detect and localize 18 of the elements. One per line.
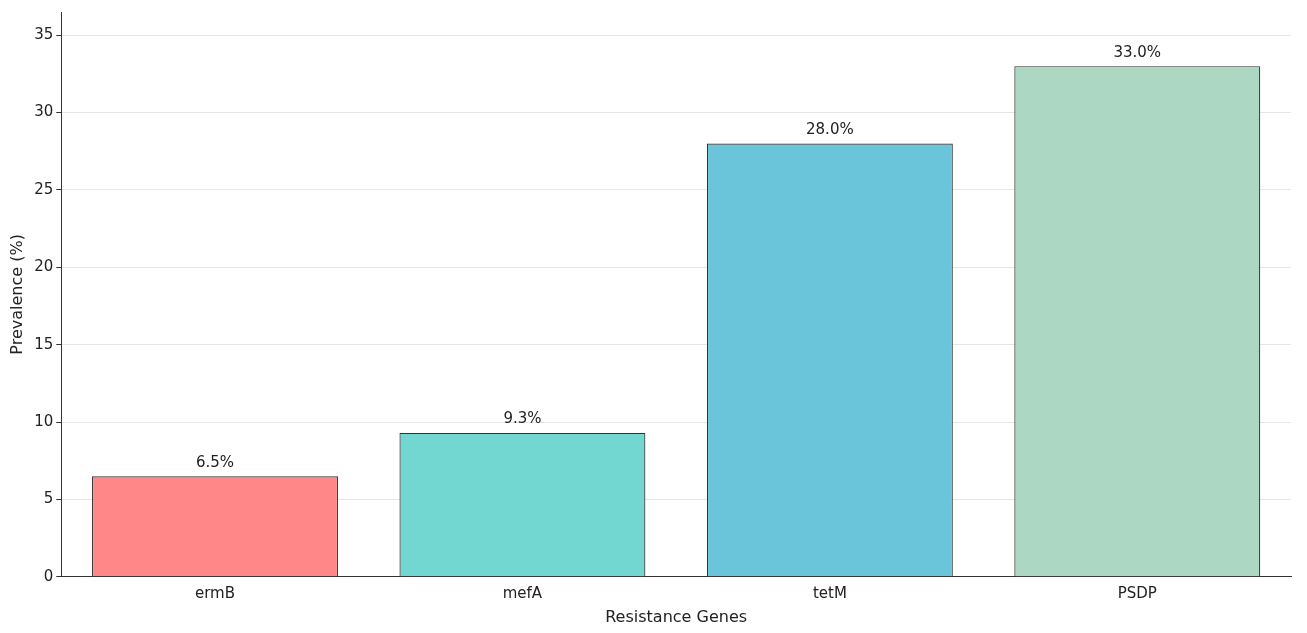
x-axis-title: Resistance Genes xyxy=(605,606,748,626)
y-tick-label: 25 xyxy=(34,179,54,198)
data-label: 33.0% xyxy=(1113,42,1162,61)
y-tick-label: 35 xyxy=(34,25,54,44)
y-axis-title: Prevalence (%) xyxy=(6,234,26,355)
y-tick-label: 15 xyxy=(34,334,54,353)
x-tick-label: PSDP xyxy=(1117,583,1157,602)
y-tick-label: 0 xyxy=(43,566,54,585)
x-tick-label: tetM xyxy=(812,583,847,602)
y-tick-label: 20 xyxy=(34,257,54,276)
y-tick-label: 5 xyxy=(43,489,54,508)
data-label: 6.5% xyxy=(195,452,235,471)
x-tick-label: ermB xyxy=(194,583,236,602)
y-tick-label: 10 xyxy=(34,411,54,430)
data-label: 9.3% xyxy=(503,409,542,428)
x-tick-label: mefA xyxy=(502,583,543,602)
data-label: 28.0% xyxy=(806,119,854,138)
y-tick-label: 30 xyxy=(34,102,54,121)
